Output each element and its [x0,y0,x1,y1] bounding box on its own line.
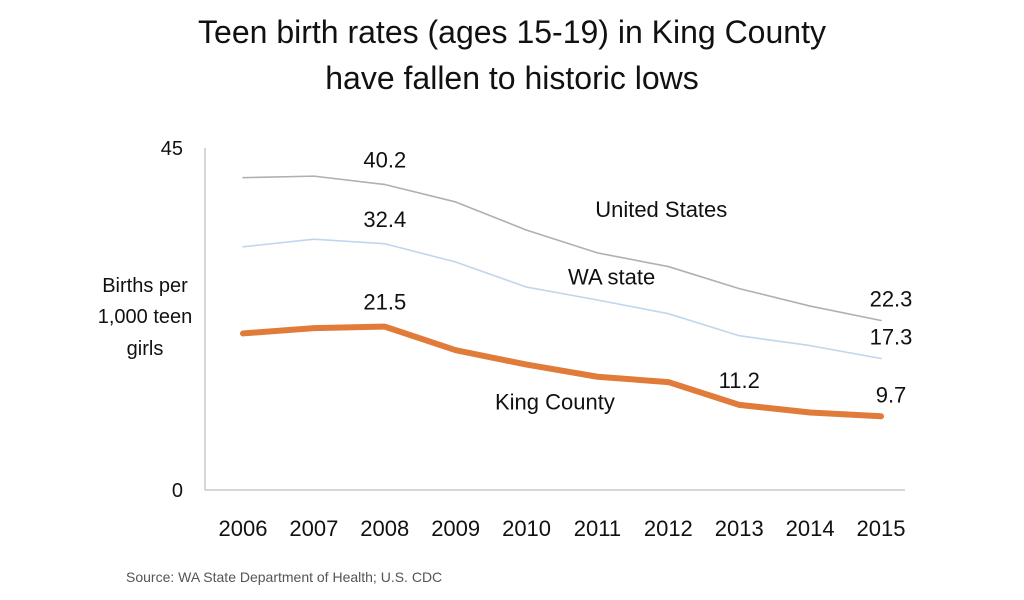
series-name-label: King County [495,389,615,414]
chart-series [240,175,884,420]
series-name-label: United States [595,197,727,222]
x-tick-label: 2006 [219,516,268,541]
x-tick-label: 2015 [857,516,906,541]
x-tick-label: 2014 [786,516,835,541]
y-axis-label-line-3: girls [126,338,164,360]
data-label: 9.7 [876,382,907,407]
y-tick-label: 45 [161,138,183,160]
data-label: 17.3 [870,325,913,350]
data-label: 21.5 [363,290,406,315]
series-line-united-states [242,175,882,322]
chart-labels: United States 40.2 22.3 WA state 32.4 17.3 Kin… [363,147,912,414]
y-axis-label-line-1: Births per [102,275,188,297]
data-label: 40.2 [363,147,406,172]
x-tick-label: 2011 [574,516,621,541]
series-line-wa-state [242,238,882,360]
source-note: Source: WA State Department of Health; U… [126,569,443,585]
series-line-king-county [240,323,884,420]
x-tick-label: 2013 [715,516,764,541]
y-tick-label: 0 [172,480,183,502]
y-axis-label-line-2: 1,000 teen [97,306,193,328]
x-tick-label: 2007 [289,516,338,541]
chart-title-line-2: have fallen to historic lows [325,60,699,96]
data-label: 22.3 [870,287,913,312]
x-tick-label: 2009 [431,516,480,541]
series-name-label: WA state [568,265,655,290]
chart-axes: 0 45 2006 2007 2008 2009 2010 2011 2012 2013 2014 2… [161,138,906,541]
data-label: 32.4 [363,207,406,232]
x-tick-label: 2010 [502,516,551,541]
chart-title-line-1: Teen birth rates (ages 15-19) in King Co… [198,14,826,50]
x-tick-label: 2012 [644,516,693,541]
data-label: 11.2 [719,368,760,393]
x-tick-label: 2008 [360,516,409,541]
